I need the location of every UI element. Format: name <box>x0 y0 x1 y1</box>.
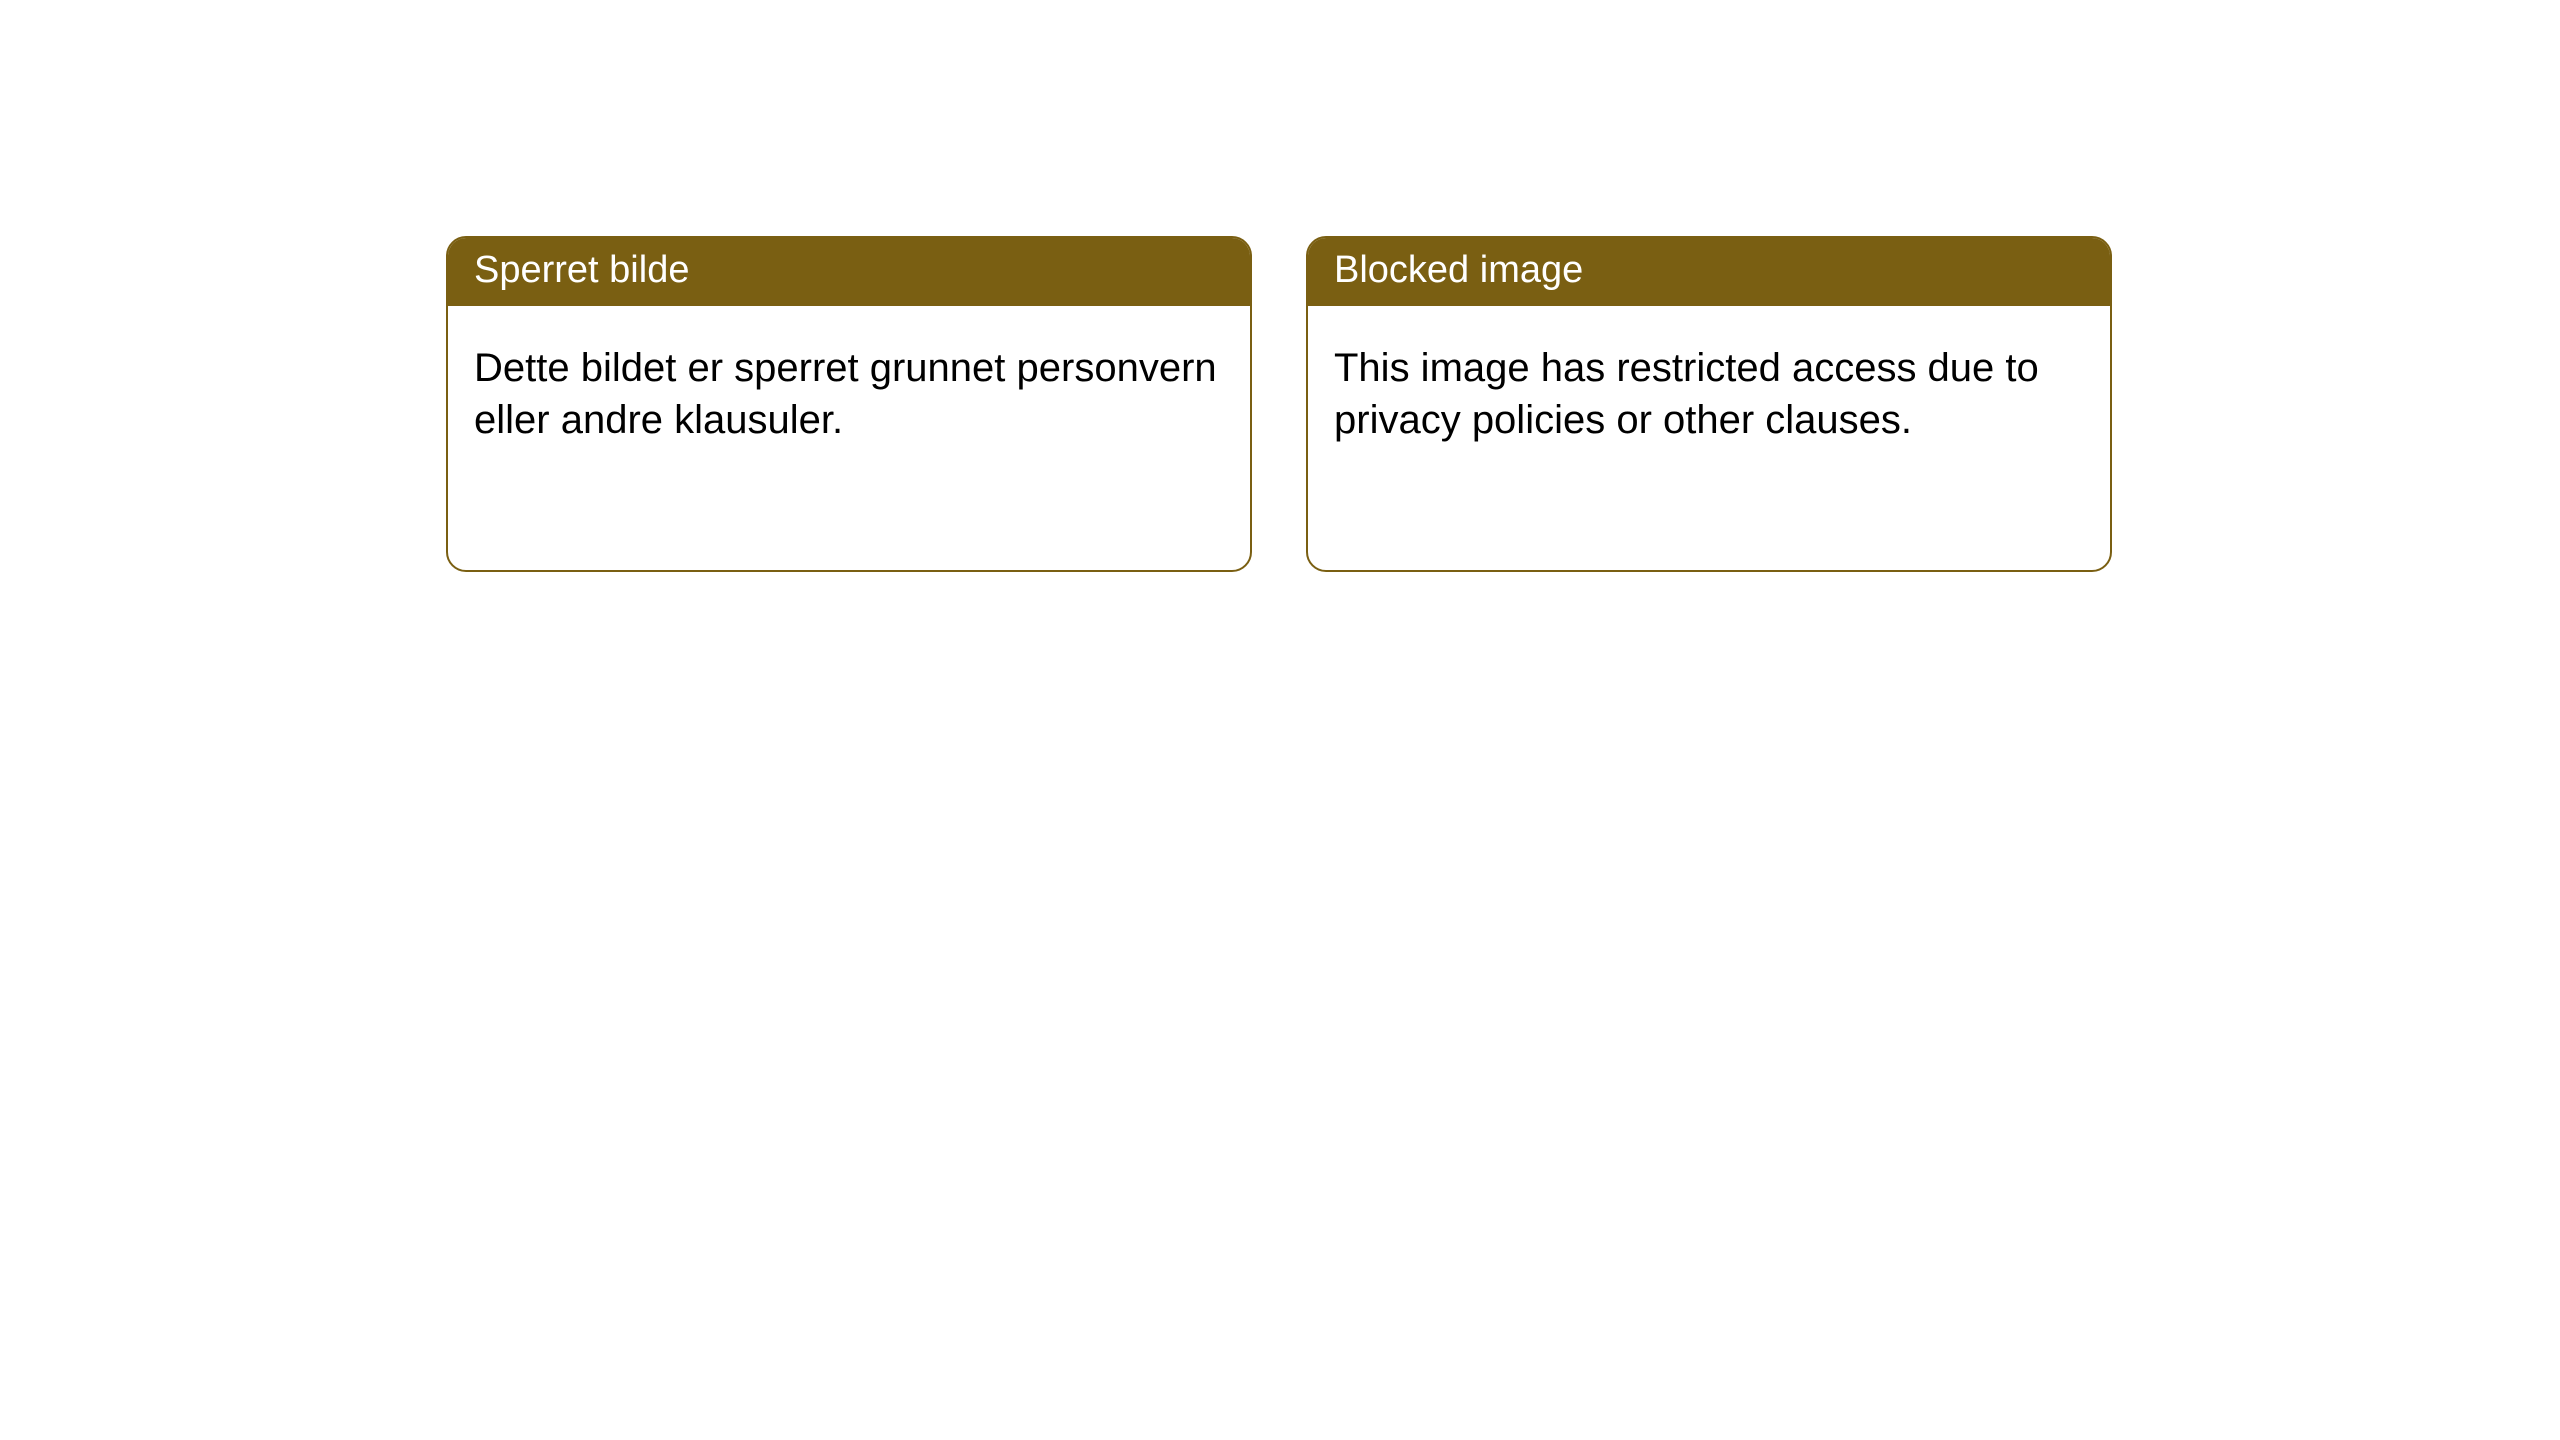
notice-card-norwegian: Sperret bilde Dette bildet er sperret gr… <box>446 236 1252 572</box>
notice-title: Blocked image <box>1308 238 2110 306</box>
notice-body-text: This image has restricted access due to … <box>1308 306 2110 472</box>
notice-card-english: Blocked image This image has restricted … <box>1306 236 2112 572</box>
notice-container: Sperret bilde Dette bildet er sperret gr… <box>0 0 2560 572</box>
notice-body-text: Dette bildet er sperret grunnet personve… <box>448 306 1250 472</box>
notice-title: Sperret bilde <box>448 238 1250 306</box>
